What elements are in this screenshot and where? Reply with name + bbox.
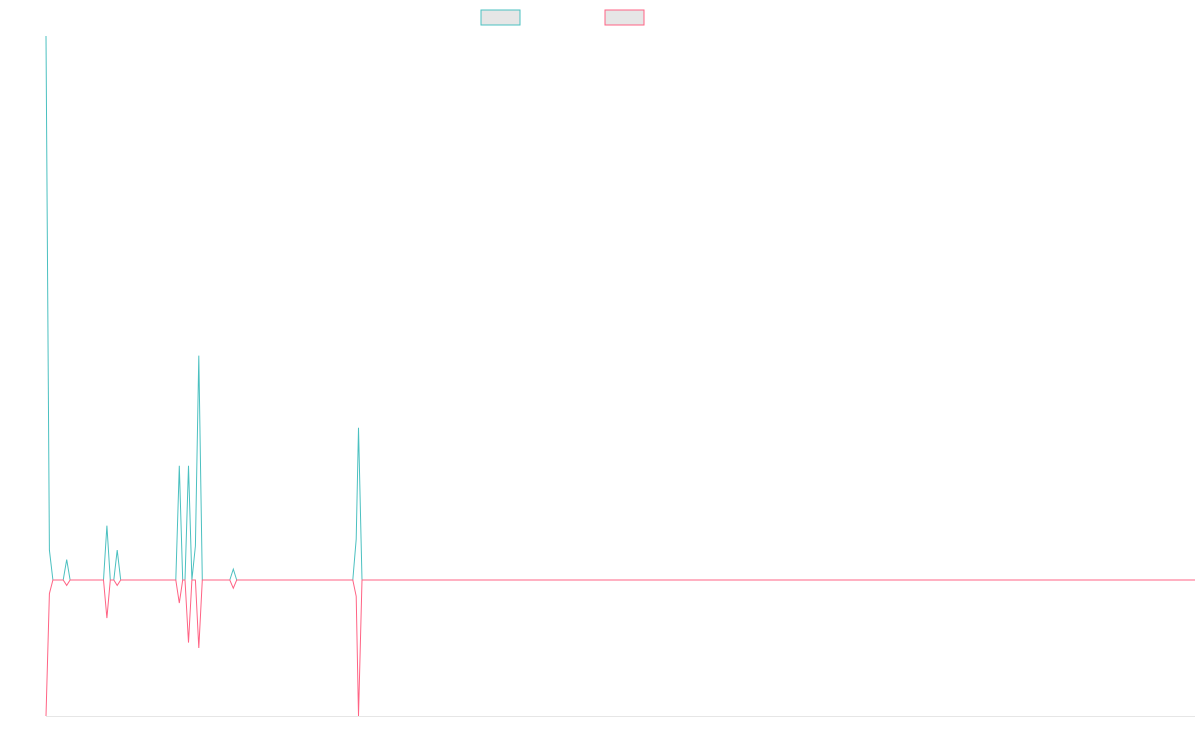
- legend: [480, 9, 645, 26]
- series-line-1: [45, 579, 1195, 717]
- plot-area: [45, 35, 1195, 717]
- series-line-0: [45, 35, 1195, 581]
- legend-swatch-0[interactable]: [480, 9, 521, 26]
- legend-swatch-1[interactable]: [604, 9, 645, 26]
